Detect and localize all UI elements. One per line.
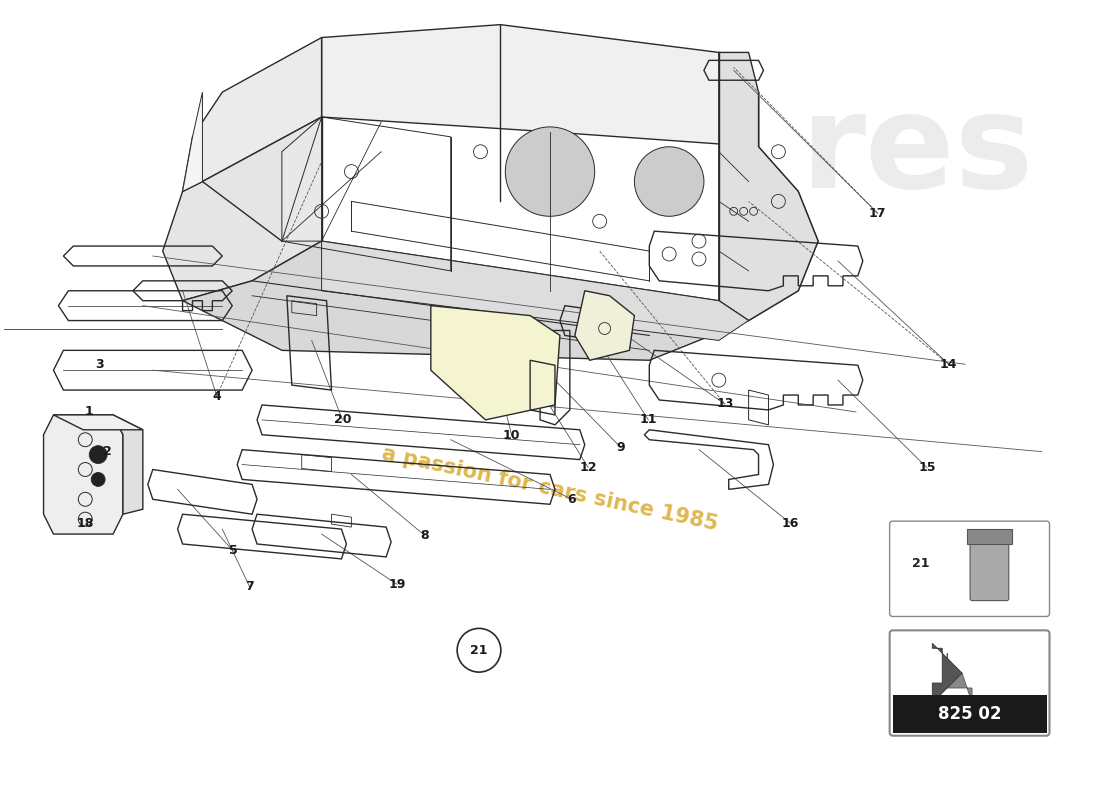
Text: 17: 17 [869,207,887,220]
Polygon shape [933,643,962,703]
Polygon shape [183,241,749,360]
Text: 2: 2 [103,445,112,458]
Text: 12: 12 [580,461,597,474]
Text: a passion for cars since 1985: a passion for cars since 1985 [381,444,719,535]
Polygon shape [282,117,321,241]
Polygon shape [183,92,202,191]
Text: 21: 21 [470,644,487,657]
Text: 6: 6 [568,493,576,506]
Text: 15: 15 [918,461,936,474]
Bar [967,529,1012,544]
Polygon shape [44,415,123,534]
Bar [892,695,1046,733]
Text: 16: 16 [782,517,799,530]
Text: 9: 9 [617,441,625,454]
Polygon shape [718,53,818,321]
Circle shape [89,446,107,463]
FancyBboxPatch shape [890,630,1049,736]
Polygon shape [163,117,321,301]
Text: 3: 3 [96,358,104,370]
Polygon shape [54,415,143,430]
Polygon shape [575,290,635,360]
FancyBboxPatch shape [890,521,1049,617]
Text: 20: 20 [333,414,351,426]
Text: res: res [801,88,1034,215]
Text: 8: 8 [420,529,429,542]
Text: 13: 13 [716,398,734,410]
Polygon shape [321,25,759,146]
Text: 1: 1 [85,406,94,418]
Circle shape [91,473,106,486]
Text: 4: 4 [212,390,221,402]
Text: 21: 21 [913,558,930,570]
Circle shape [458,629,500,672]
FancyBboxPatch shape [970,542,1009,601]
Text: 11: 11 [639,414,657,426]
Circle shape [505,127,595,216]
Polygon shape [431,306,560,420]
Circle shape [635,146,704,216]
Text: 5: 5 [229,545,238,558]
Polygon shape [321,241,749,341]
Polygon shape [113,415,143,514]
Polygon shape [947,654,972,703]
Text: 14: 14 [940,358,957,370]
Polygon shape [749,92,818,321]
Text: 19: 19 [388,578,406,591]
Text: 18: 18 [77,517,95,530]
Text: 10: 10 [503,430,520,442]
Polygon shape [183,38,321,191]
Text: 7: 7 [245,580,254,593]
Text: 825 02: 825 02 [938,705,1001,723]
